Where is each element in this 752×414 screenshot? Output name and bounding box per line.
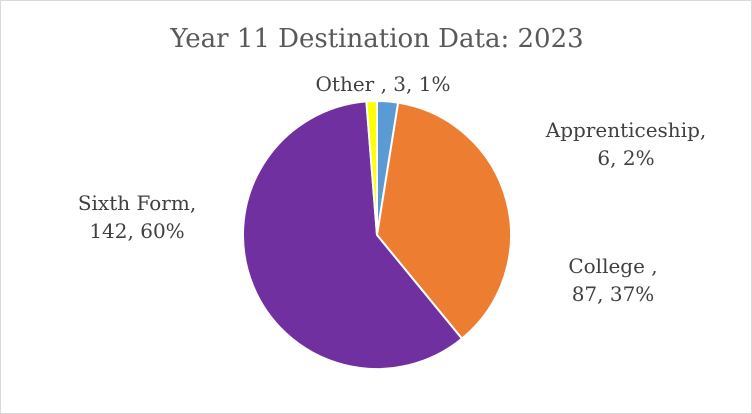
data-label-apprenticeship-line2: 6, 2% xyxy=(597,146,654,170)
data-label-apprenticeship-line1: Apprenticeship, xyxy=(545,118,707,142)
data-label-college-line1: College , xyxy=(568,254,657,278)
pie-slice-sixth-form xyxy=(242,100,464,370)
chart-title: Year 11 Destination Data: 2023 xyxy=(169,24,583,54)
data-label-sixth-form-line1: Sixth Form, xyxy=(78,191,196,215)
data-label-sixth-form-line2: 142, 60% xyxy=(89,219,184,243)
data-label-college-line2: 87, 37% xyxy=(572,282,655,306)
pie-slices xyxy=(242,99,512,370)
data-label-other: Other , 3, 1% xyxy=(316,72,451,96)
pie-slice-college xyxy=(375,101,512,341)
pie-slice-other xyxy=(365,99,378,236)
